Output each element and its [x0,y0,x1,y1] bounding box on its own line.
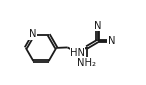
Text: NH₂: NH₂ [77,58,96,68]
Text: N: N [94,21,101,31]
Text: N: N [108,36,115,46]
Text: N: N [29,29,36,39]
Text: HN: HN [70,48,85,58]
